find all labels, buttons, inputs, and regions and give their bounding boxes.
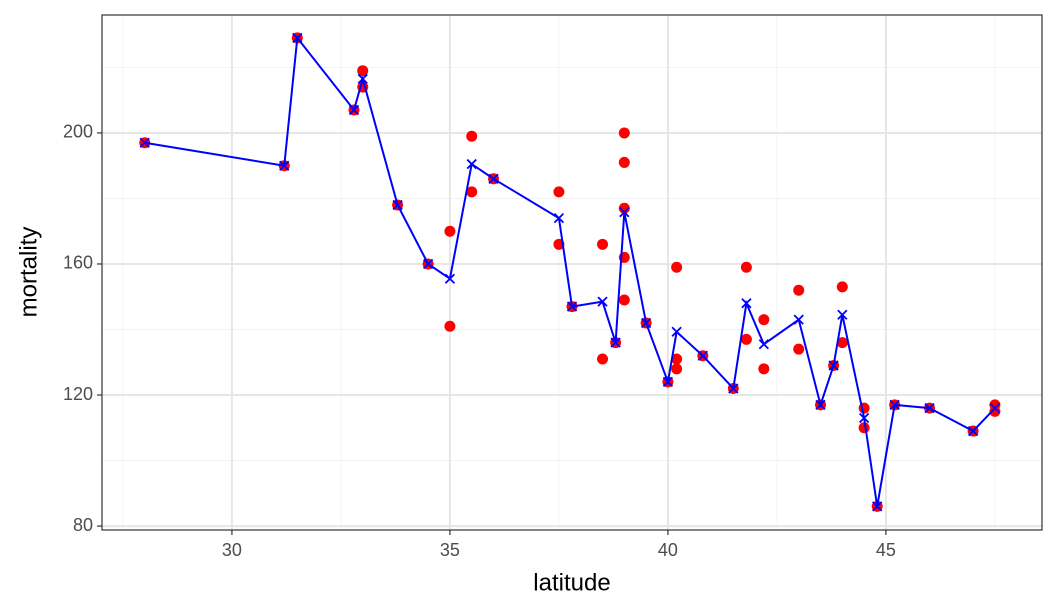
point xyxy=(466,130,478,142)
x-marker xyxy=(292,32,303,44)
y-axis-title: mortality xyxy=(15,227,42,318)
x-marker xyxy=(662,376,674,388)
x-marker xyxy=(671,326,682,337)
x-marker xyxy=(924,402,935,414)
x-marker xyxy=(279,160,290,171)
x-marker xyxy=(889,399,900,410)
x-marker xyxy=(640,317,652,329)
x-marker xyxy=(422,258,434,270)
x-marker xyxy=(488,173,499,184)
x-marker xyxy=(872,501,883,512)
point xyxy=(671,363,683,375)
x-marker xyxy=(858,412,870,424)
x-marker xyxy=(597,296,608,307)
point xyxy=(740,261,752,273)
point xyxy=(466,186,478,198)
x-marker xyxy=(139,137,150,148)
point xyxy=(836,337,848,349)
point xyxy=(740,333,752,345)
x-marker xyxy=(553,212,565,224)
x-marker xyxy=(444,273,456,284)
point xyxy=(357,65,369,77)
point xyxy=(618,156,630,168)
x-tick-label: 45 xyxy=(876,540,896,560)
point xyxy=(671,353,683,365)
point xyxy=(793,284,805,296)
x-marker xyxy=(619,207,630,218)
x-marker xyxy=(758,339,769,350)
x-marker xyxy=(357,73,368,85)
y-tick-label: 160 xyxy=(63,253,93,273)
point xyxy=(444,225,456,237)
point xyxy=(597,238,609,250)
x-marker xyxy=(466,158,477,170)
x-marker xyxy=(741,298,752,309)
point xyxy=(553,186,565,198)
y-tick-label: 200 xyxy=(63,122,93,142)
panel-border xyxy=(101,14,1043,531)
x-marker xyxy=(728,383,739,394)
point xyxy=(671,261,683,273)
x-tick-label: 40 xyxy=(658,540,678,560)
point xyxy=(836,281,848,293)
point xyxy=(618,127,630,139)
x-marker xyxy=(793,314,804,325)
x-axis-title: latitude xyxy=(533,569,610,596)
point xyxy=(989,405,1001,417)
point xyxy=(597,353,609,365)
x-marker xyxy=(989,402,1001,414)
y-tick-label: 120 xyxy=(63,384,93,404)
x-tick-label: 30 xyxy=(222,540,242,560)
x-marker xyxy=(610,337,621,348)
x-marker xyxy=(815,399,826,410)
x-marker xyxy=(392,199,403,211)
point xyxy=(793,343,805,355)
point xyxy=(758,314,770,326)
x-tick-label: 35 xyxy=(440,540,460,560)
point xyxy=(618,294,630,306)
x-marker xyxy=(837,309,848,320)
x-marker xyxy=(697,350,708,361)
x-marker xyxy=(566,301,578,312)
y-tick-label: 80 xyxy=(73,515,93,535)
x-marker xyxy=(828,360,839,371)
line xyxy=(144,35,996,507)
point xyxy=(758,363,770,375)
x-marker xyxy=(967,425,979,437)
point xyxy=(618,202,630,214)
x-marker xyxy=(348,104,360,116)
point xyxy=(444,320,456,332)
